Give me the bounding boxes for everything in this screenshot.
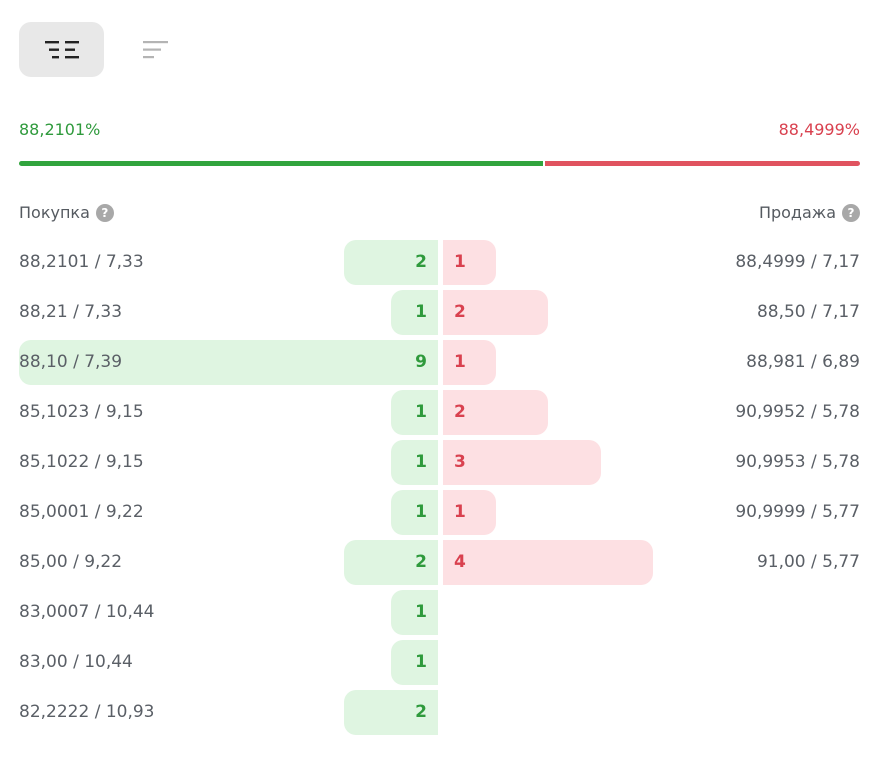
buy-price: 85,1022 / 9,15 xyxy=(19,452,144,472)
order-book-row[interactable]: 82,2222 / 10,93 2 xyxy=(19,690,860,735)
buy-volume-bar xyxy=(344,540,438,585)
buy-ratio-fill xyxy=(19,161,543,166)
buy-count: 9 xyxy=(415,352,427,372)
buy-count: 2 xyxy=(415,252,427,272)
sell-ratio-fill xyxy=(544,161,860,166)
order-book-row[interactable]: 85,0001 / 9,22 1 1 90,9999 / 5,77 xyxy=(19,490,860,535)
buy-price: 83,00 / 10,44 xyxy=(19,652,133,672)
sell-price: 88,4999 / 7,17 xyxy=(735,252,860,272)
sell-count: 2 xyxy=(454,302,466,322)
sell-count: 4 xyxy=(454,552,466,572)
sell-price: 88,981 / 6,89 xyxy=(746,352,860,372)
sell-volume-bar xyxy=(443,290,549,335)
help-icon[interactable]: ? xyxy=(95,204,114,222)
buy-volume-bar xyxy=(19,340,438,385)
sell-header: Продажа ? xyxy=(759,203,860,223)
buy-volume-bar xyxy=(391,290,438,335)
order-book-row[interactable]: 83,00 / 10,44 1 xyxy=(19,640,860,685)
sell-count: 1 xyxy=(454,352,466,372)
buy-sell-ratio-bar xyxy=(19,161,860,166)
sell-volume-bar xyxy=(443,490,497,535)
buy-count: 1 xyxy=(415,452,427,472)
sell-count: 1 xyxy=(454,252,466,272)
help-icon[interactable]: ? xyxy=(842,204,860,222)
buy-header: Покупка ? xyxy=(19,203,114,223)
buy-price: 88,10 / 7,39 xyxy=(19,352,123,372)
sell-volume-bar xyxy=(443,340,497,385)
buy-volume-bar xyxy=(391,390,438,435)
sell-price: 90,9953 / 5,78 xyxy=(735,452,860,472)
buy-count: 1 xyxy=(415,652,427,672)
sell-price: 90,9999 / 5,77 xyxy=(735,502,860,522)
sell-header-label: Продажа xyxy=(758,203,836,222)
order-book-row[interactable]: 88,2101 / 7,33 2 1 88,4999 / 7,17 xyxy=(19,240,860,285)
sell-price: 88,50 / 7,17 xyxy=(756,302,860,322)
buy-volume-bar xyxy=(391,440,438,485)
buy-price: 88,2101 / 7,33 xyxy=(19,252,144,272)
buy-price: 85,00 / 9,22 xyxy=(19,552,123,572)
buy-price: 85,0001 / 9,22 xyxy=(19,502,144,522)
buy-price: 85,1023 / 9,15 xyxy=(19,402,144,422)
buy-count: 2 xyxy=(415,702,427,722)
sell-count: 2 xyxy=(454,402,466,422)
order-book-row[interactable]: 88,10 / 7,39 9 1 88,981 / 6,89 xyxy=(19,340,860,385)
buy-count: 1 xyxy=(415,402,427,422)
sell-volume-bar xyxy=(443,390,549,435)
buy-volume-bar xyxy=(391,640,438,685)
buy-header-label: Покупка xyxy=(19,203,90,222)
buy-volume-bar xyxy=(344,240,438,285)
order-book-row[interactable]: 85,00 / 9,22 2 4 91,00 / 5,77 xyxy=(19,540,860,585)
order-book-row[interactable]: 85,1022 / 9,15 1 3 90,9953 / 5,78 xyxy=(19,440,860,485)
order-book-row[interactable]: 83,0007 / 10,44 1 xyxy=(19,590,860,635)
view-both-sides-button[interactable] xyxy=(19,22,104,77)
buy-count: 1 xyxy=(415,302,427,322)
buy-percent: 88,2101% xyxy=(19,120,101,139)
sell-percent: 88,4999% xyxy=(778,120,860,139)
order-book-row[interactable]: 85,1023 / 9,15 1 2 90,9952 / 5,78 xyxy=(19,390,860,435)
buy-price: 88,21 / 7,33 xyxy=(19,302,123,322)
buy-volume-bar xyxy=(391,590,438,635)
buy-volume-bar xyxy=(391,490,438,535)
order-book-row[interactable]: 88,21 / 7,33 1 2 88,50 / 7,17 xyxy=(19,290,860,335)
buy-count: 2 xyxy=(415,552,427,572)
sell-volume-bar xyxy=(443,540,653,585)
buy-price: 83,0007 / 10,44 xyxy=(19,602,155,622)
buy-count: 1 xyxy=(415,602,427,622)
view-list-button[interactable] xyxy=(133,28,179,71)
buy-price: 82,2222 / 10,93 xyxy=(19,702,155,722)
order-book-list-icon xyxy=(143,40,168,58)
sell-count: 1 xyxy=(454,502,466,522)
sell-volume-bar xyxy=(443,440,601,485)
sell-volume-bar xyxy=(443,240,497,285)
sell-price: 91,00 / 5,77 xyxy=(756,552,860,572)
sell-count: 3 xyxy=(454,452,466,472)
buy-count: 1 xyxy=(415,502,427,522)
order-book-both-icon xyxy=(44,40,79,58)
buy-volume-bar xyxy=(344,690,438,735)
order-book: 88,2101 / 7,33 2 1 88,4999 / 7,17 88,21 / 7,… xyxy=(19,240,860,740)
sell-price: 90,9952 / 5,78 xyxy=(735,402,860,422)
